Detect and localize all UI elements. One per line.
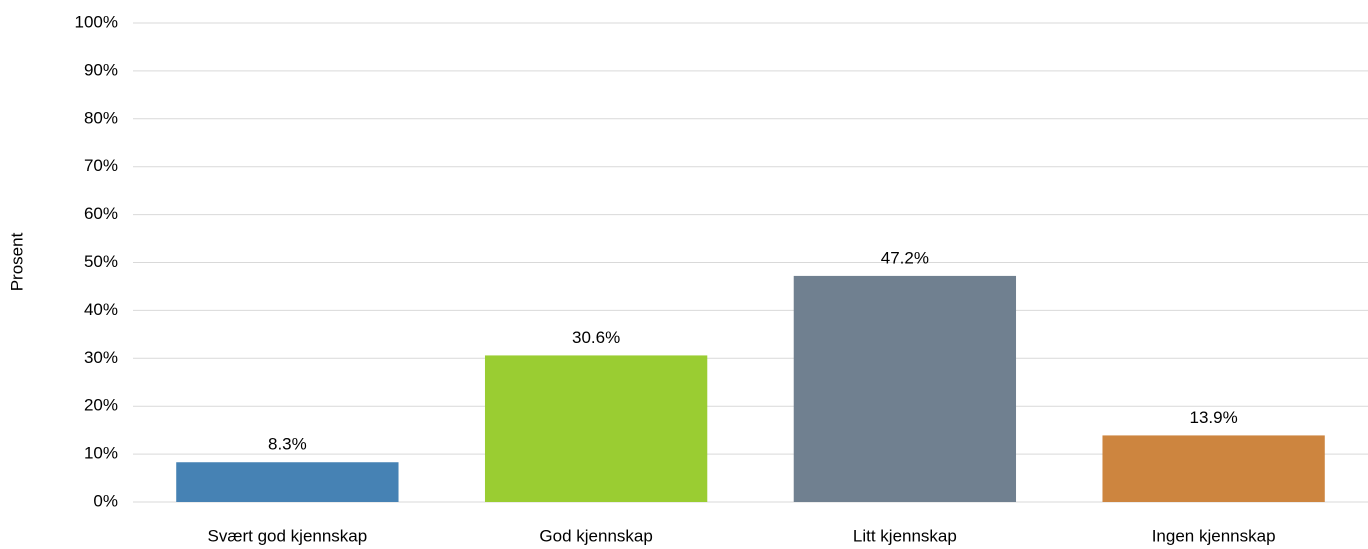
- x-tick-label: Ingen kjennskap: [1152, 526, 1276, 545]
- y-tick-label: 40%: [84, 300, 118, 319]
- bar: [793, 275, 1017, 502]
- data-label: 13.9%: [1190, 408, 1238, 427]
- y-tick-label: 60%: [84, 204, 118, 223]
- bar: [1102, 435, 1325, 502]
- y-tick-label: 0%: [93, 491, 118, 510]
- y-tick-label: 10%: [84, 444, 118, 463]
- bar: [176, 462, 399, 502]
- x-tick-label: Litt kjennskap: [853, 526, 957, 545]
- y-tick-label: 90%: [84, 60, 118, 79]
- x-tick-label: Svært god kjennskap: [208, 526, 368, 545]
- x-tick-label: God kjennskap: [539, 526, 652, 545]
- y-tick-label: 20%: [84, 396, 118, 415]
- bar: [484, 355, 708, 502]
- data-label: 8.3%: [268, 435, 307, 454]
- y-tick-label: 30%: [84, 348, 118, 367]
- data-label: 47.2%: [881, 248, 929, 267]
- y-tick-label: 70%: [84, 156, 118, 175]
- y-axis-title: Prosent: [7, 232, 26, 291]
- y-tick-label: 80%: [84, 108, 118, 127]
- data-label: 30.6%: [572, 328, 620, 347]
- y-tick-label: 50%: [84, 252, 118, 271]
- y-tick-label: 100%: [75, 12, 118, 31]
